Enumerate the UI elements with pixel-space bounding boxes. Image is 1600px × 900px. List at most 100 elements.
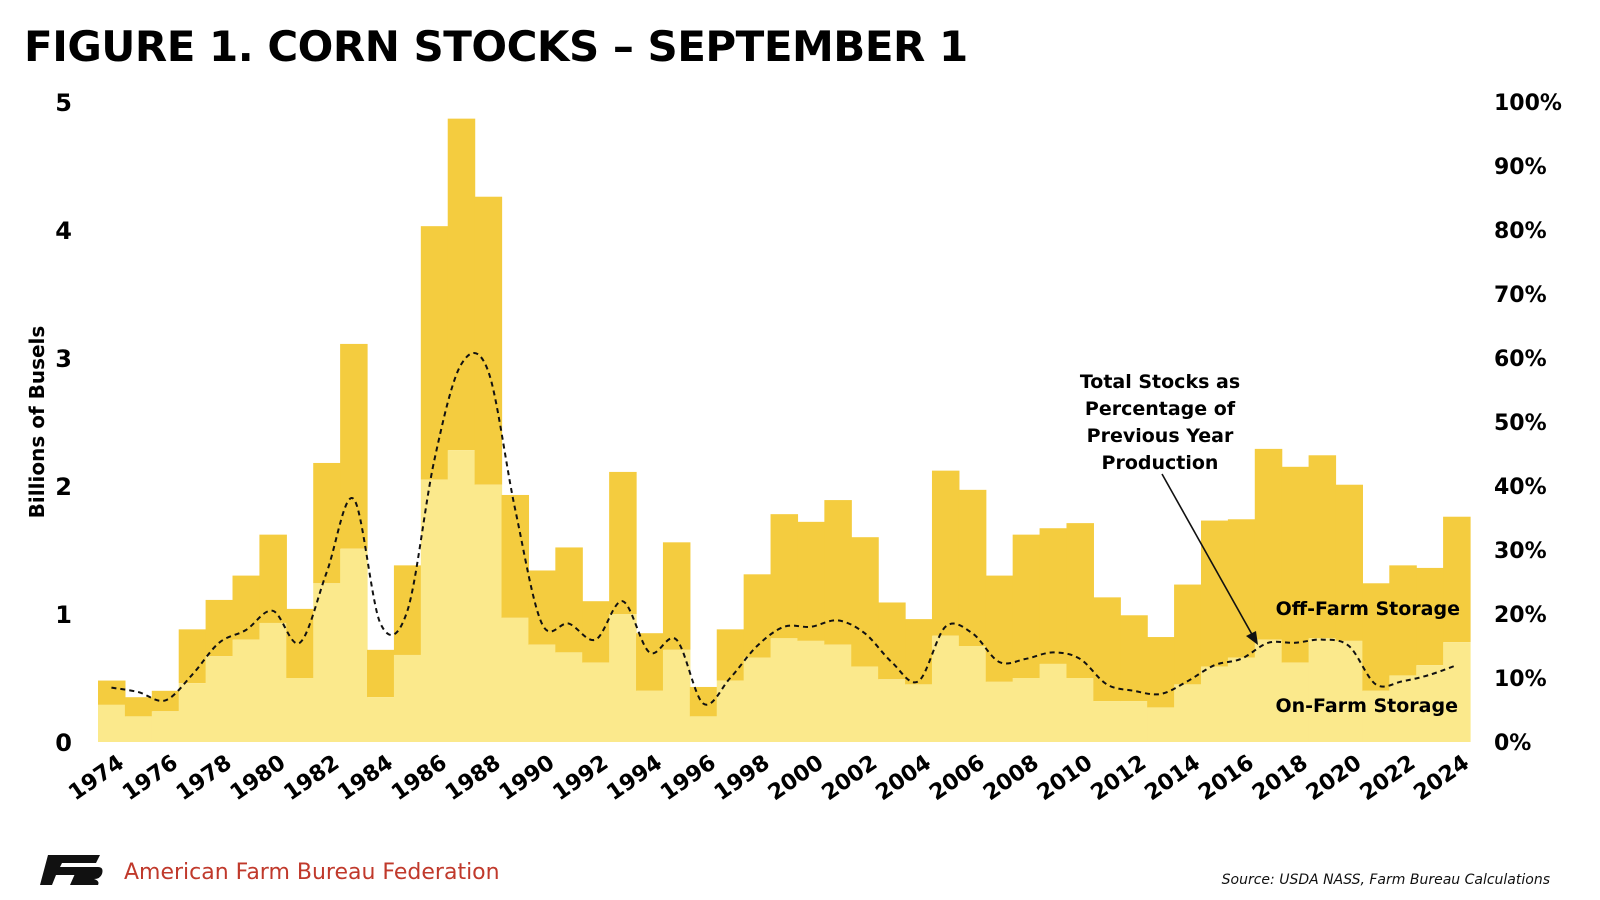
bar-on-farm: [1200, 666, 1229, 742]
bar-off-farm: [555, 547, 583, 653]
x-tick-label: 2008: [979, 750, 1043, 806]
bar-off-farm: [501, 494, 530, 618]
bar-on-farm: [851, 666, 879, 742]
bar-on-farm: [609, 614, 637, 742]
bar-off-farm: [931, 470, 960, 636]
bar-on-farm: [286, 678, 314, 742]
annotation-text: Production: [1102, 452, 1219, 474]
x-tick-label: 1978: [172, 750, 236, 806]
x-tick-label: 2020: [1302, 750, 1366, 806]
bar-on-farm: [1443, 642, 1471, 742]
bar-off-farm: [1066, 523, 1094, 678]
bar-off-farm: [1416, 567, 1444, 666]
bar-on-farm: [313, 583, 341, 742]
y-left-tick: 2: [55, 473, 72, 501]
bar-on-farm: [1281, 662, 1310, 742]
bar-on-farm: [797, 640, 825, 742]
bar-on-farm: [178, 683, 207, 742]
x-tick-label: 2002: [818, 750, 882, 806]
bar-off-farm: [1174, 584, 1202, 685]
bar-off-farm: [1147, 637, 1175, 708]
bar-on-farm: [205, 656, 234, 742]
x-tick-label: 1998: [710, 750, 774, 806]
bar-on-farm: [1012, 678, 1041, 742]
bar-on-farm: [743, 657, 772, 742]
y-right-tick: 100%: [1494, 91, 1562, 116]
bar-on-farm: [1308, 638, 1337, 742]
y-left-tick: 1: [55, 601, 72, 629]
bar-on-farm: [1174, 684, 1202, 742]
bar-off-farm: [205, 599, 234, 657]
bar-off-farm: [1308, 455, 1337, 639]
y-right-tick: 60%: [1494, 347, 1547, 372]
x-tick-label: 2004: [871, 750, 935, 806]
bar-on-farm: [1039, 663, 1068, 742]
x-tick-label: 1990: [495, 750, 559, 806]
x-tick-label: 2000: [764, 750, 828, 806]
bar-off-farm: [878, 602, 906, 680]
bar-off-farm: [420, 226, 449, 480]
bar-off-farm: [636, 633, 664, 691]
x-tick-label: 2024: [1409, 750, 1473, 806]
bar-off-farm: [528, 570, 556, 645]
bar-on-farm: [662, 649, 691, 742]
chart-title: FIGURE 1. CORN STOCKS – SEPTEMBER 1: [24, 22, 968, 71]
bar-off-farm: [958, 489, 987, 646]
x-tick-label: 2022: [1356, 750, 1420, 806]
bar-on-farm: [636, 690, 664, 742]
x-tick-label: 2006: [925, 750, 989, 806]
y-right-tick: 80%: [1494, 219, 1547, 244]
bar-on-farm: [420, 479, 449, 742]
y-left-tick: 3: [55, 345, 72, 373]
bar-on-farm: [1362, 690, 1390, 742]
bar-off-farm: [716, 629, 745, 681]
bar-on-farm: [905, 684, 933, 742]
bar-on-farm: [1227, 657, 1256, 742]
bar-on-farm: [124, 716, 153, 742]
y-left-label: Billions of Busels: [25, 326, 49, 519]
annotation-text: Previous Year: [1087, 425, 1234, 447]
y-left-tick: 0: [55, 729, 72, 757]
bar-off-farm: [474, 196, 503, 485]
bar-off-farm: [367, 649, 395, 698]
bar-on-farm: [689, 716, 718, 742]
x-tick-label: 1980: [226, 750, 290, 806]
bar-on-farm: [1389, 675, 1417, 742]
y-right-tick: 10%: [1494, 667, 1547, 692]
y-right-tick: 90%: [1494, 155, 1547, 180]
x-tick-label: 1984: [333, 750, 397, 806]
x-tick-label: 1976: [118, 750, 182, 806]
bar-off-farm: [1362, 583, 1390, 691]
x-tick-label: 1994: [602, 750, 666, 806]
x-tick-label: 2016: [1194, 750, 1258, 806]
pct-line: [111, 352, 1457, 706]
bar-off-farm: [743, 574, 772, 658]
bar-on-farm: [716, 680, 745, 742]
bar-on-farm: [367, 697, 395, 742]
label-on-farm: On-Farm Storage: [1275, 695, 1458, 717]
bar-off-farm: [1281, 466, 1310, 663]
y-right-tick: 0%: [1494, 731, 1531, 756]
farm-bureau-logo-icon: [40, 855, 103, 885]
bar-on-farm: [1093, 701, 1121, 742]
source-note: Source: USDA NASS, Farm Bureau Calculati…: [1221, 872, 1550, 888]
y-right-tick: 30%: [1494, 539, 1547, 564]
bar-on-farm: [824, 644, 852, 742]
y-right-tick: 40%: [1494, 475, 1547, 500]
x-tick-label: 2014: [1140, 750, 1204, 806]
bar-off-farm: [985, 575, 1014, 682]
bar-off-farm: [1093, 597, 1121, 702]
bar-off-farm: [340, 343, 368, 549]
bar-on-farm: [931, 635, 960, 742]
bar-off-farm: [851, 537, 879, 667]
bar-on-farm: [1335, 640, 1363, 742]
bar-off-farm: [1335, 484, 1363, 641]
x-tick-label: 1982: [280, 750, 344, 806]
x-tick-label: 1992: [549, 750, 613, 806]
bar-on-farm: [340, 548, 368, 742]
bar-off-farm: [124, 697, 153, 717]
bar-on-farm: [1254, 639, 1283, 742]
bar-on-farm: [259, 622, 287, 742]
bar-on-farm: [474, 484, 503, 742]
bar-off-farm: [797, 521, 825, 641]
